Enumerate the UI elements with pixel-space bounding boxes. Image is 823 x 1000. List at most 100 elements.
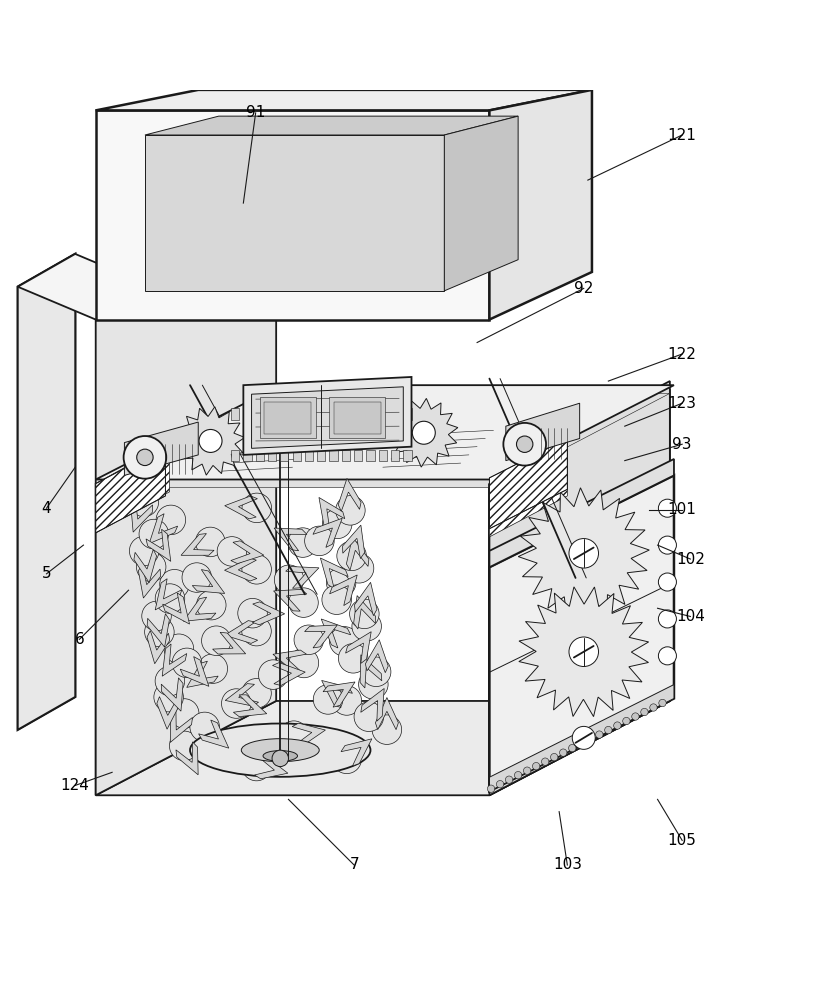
Bar — [305, 408, 313, 420]
Polygon shape — [184, 597, 216, 621]
Circle shape — [242, 679, 272, 708]
Polygon shape — [305, 625, 337, 648]
Polygon shape — [346, 632, 371, 663]
Polygon shape — [252, 387, 403, 448]
Circle shape — [658, 647, 677, 665]
Polygon shape — [147, 631, 170, 664]
Circle shape — [279, 721, 309, 750]
Bar — [354, 408, 362, 420]
Circle shape — [190, 712, 220, 742]
Circle shape — [242, 555, 272, 584]
Polygon shape — [95, 393, 670, 488]
Circle shape — [361, 657, 391, 687]
Circle shape — [139, 519, 169, 549]
Polygon shape — [193, 570, 225, 593]
Circle shape — [332, 686, 361, 715]
Circle shape — [288, 528, 318, 557]
Polygon shape — [490, 389, 670, 795]
Polygon shape — [170, 709, 193, 742]
Circle shape — [514, 771, 522, 779]
Circle shape — [551, 753, 558, 761]
Polygon shape — [95, 389, 277, 795]
Circle shape — [217, 537, 247, 566]
Text: 121: 121 — [667, 128, 696, 143]
Circle shape — [487, 785, 495, 792]
Circle shape — [289, 648, 319, 678]
Polygon shape — [375, 698, 398, 730]
Circle shape — [505, 776, 513, 783]
Bar — [333, 402, 381, 434]
Bar — [366, 450, 374, 461]
Text: 123: 123 — [667, 396, 697, 411]
Circle shape — [242, 616, 272, 646]
Polygon shape — [490, 475, 674, 791]
Text: 93: 93 — [672, 437, 692, 452]
Polygon shape — [253, 602, 285, 625]
Bar — [305, 450, 313, 461]
Bar — [317, 408, 325, 420]
Text: 122: 122 — [667, 347, 696, 362]
Polygon shape — [230, 541, 264, 564]
Text: 103: 103 — [553, 857, 582, 872]
Polygon shape — [225, 621, 258, 643]
Circle shape — [129, 536, 159, 566]
Polygon shape — [234, 695, 267, 717]
Circle shape — [569, 637, 598, 667]
Circle shape — [198, 654, 228, 683]
Circle shape — [329, 627, 359, 656]
Bar — [292, 450, 300, 461]
Circle shape — [587, 735, 594, 743]
Circle shape — [155, 666, 184, 696]
Polygon shape — [226, 684, 258, 706]
Circle shape — [238, 598, 267, 628]
Circle shape — [632, 713, 639, 720]
Polygon shape — [338, 478, 361, 511]
Bar — [379, 408, 387, 420]
Polygon shape — [490, 90, 592, 320]
Polygon shape — [506, 403, 579, 461]
Polygon shape — [161, 678, 183, 711]
Bar — [329, 408, 337, 420]
Circle shape — [359, 670, 388, 699]
Circle shape — [658, 536, 677, 554]
Polygon shape — [95, 389, 670, 484]
Bar — [342, 408, 350, 420]
Polygon shape — [176, 742, 198, 775]
Bar — [366, 408, 374, 420]
Polygon shape — [360, 688, 384, 721]
Circle shape — [322, 585, 351, 614]
Circle shape — [658, 499, 677, 517]
Text: 6: 6 — [74, 632, 84, 647]
Circle shape — [658, 610, 677, 628]
Circle shape — [569, 539, 598, 568]
Circle shape — [605, 726, 612, 734]
Circle shape — [542, 758, 549, 765]
Polygon shape — [147, 614, 170, 647]
Circle shape — [156, 584, 184, 613]
Circle shape — [242, 493, 272, 523]
Polygon shape — [225, 558, 257, 581]
Polygon shape — [321, 619, 351, 648]
Circle shape — [532, 762, 540, 770]
Bar — [281, 408, 289, 420]
Polygon shape — [292, 723, 325, 746]
Polygon shape — [342, 525, 365, 559]
Text: 92: 92 — [574, 281, 593, 296]
Circle shape — [156, 505, 186, 535]
Polygon shape — [138, 565, 160, 598]
Circle shape — [658, 573, 677, 591]
Polygon shape — [274, 528, 307, 551]
Polygon shape — [95, 385, 674, 479]
Circle shape — [323, 509, 352, 539]
Polygon shape — [518, 488, 649, 619]
Polygon shape — [490, 685, 674, 791]
Polygon shape — [286, 567, 319, 588]
Circle shape — [578, 740, 585, 747]
Circle shape — [145, 617, 174, 647]
Polygon shape — [365, 640, 388, 673]
Text: 5: 5 — [42, 566, 51, 581]
Polygon shape — [163, 593, 189, 624]
Circle shape — [354, 702, 384, 731]
Polygon shape — [322, 680, 352, 708]
Polygon shape — [490, 438, 567, 529]
